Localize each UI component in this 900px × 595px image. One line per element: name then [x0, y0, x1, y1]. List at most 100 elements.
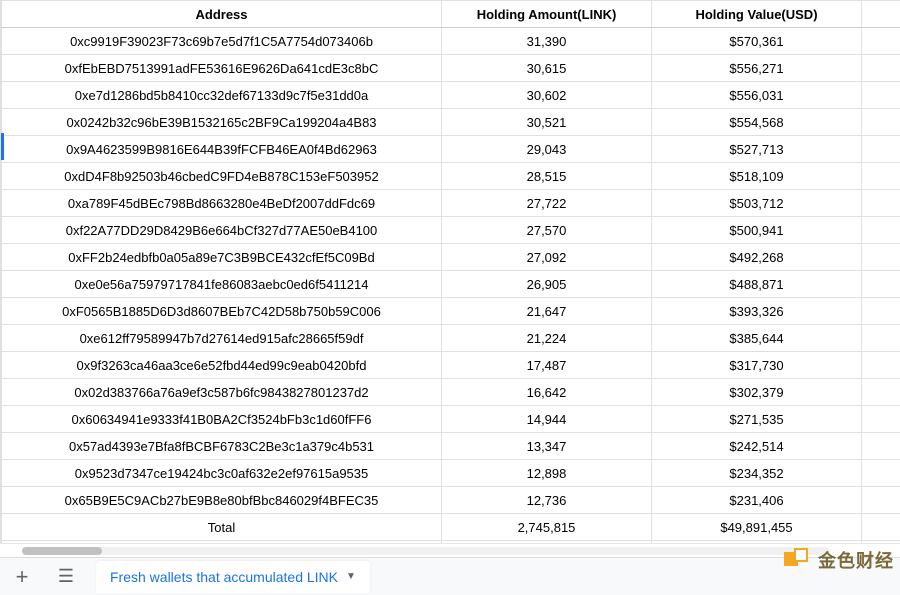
cell-amount[interactable]: 17,487 [442, 352, 652, 379]
header-value[interactable]: Holding Value(USD) [652, 1, 862, 28]
table-row[interactable]: 0xe7d1286bd5b8410cc32def67133d9c7f5e31dd… [2, 82, 900, 109]
cell-value[interactable]: $527,713 [652, 136, 862, 163]
table-row[interactable]: 0x9523d7347ce19424bc3c0af632e2ef97615a95… [2, 460, 900, 487]
cell-empty[interactable] [862, 325, 900, 352]
cell-value[interactable]: $492,268 [652, 244, 862, 271]
cell-amount[interactable]: 30,521 [442, 109, 652, 136]
cell-empty[interactable] [862, 244, 900, 271]
cell-empty[interactable] [862, 82, 900, 109]
cell-value[interactable]: $393,326 [652, 298, 862, 325]
cell-value[interactable]: $488,871 [652, 271, 862, 298]
cell-empty[interactable] [862, 433, 900, 460]
cell-empty[interactable] [862, 406, 900, 433]
cell-empty[interactable] [862, 217, 900, 244]
cell-amount[interactable]: 21,224 [442, 325, 652, 352]
cell-empty[interactable] [862, 28, 900, 55]
table-row[interactable]: 0xa789F45dBEc798Bd8663280e4BeDf2007ddFdc… [2, 190, 900, 217]
cell-amount[interactable]: 31,390 [442, 28, 652, 55]
cell-address[interactable]: 0xe612ff79589947b7d27614ed915afc28665f59… [2, 325, 442, 352]
cell-empty[interactable] [862, 298, 900, 325]
all-sheets-button[interactable]: ☰ [44, 558, 88, 595]
cell-value[interactable]: $231,406 [652, 487, 862, 514]
cell-value[interactable]: $554,568 [652, 109, 862, 136]
cell-amount[interactable]: 27,092 [442, 244, 652, 271]
cell-address[interactable]: 0xFF2b24edbfb0a05a89e7C3B9BCE432cfEf5C09… [2, 244, 442, 271]
cell-empty[interactable] [862, 136, 900, 163]
cell-address[interactable]: 0xf22A77DD29D8429B6e664bCf327d77AE50eB41… [2, 217, 442, 244]
cell-amount[interactable]: 16,642 [442, 379, 652, 406]
cell-value[interactable]: $570,361 [652, 28, 862, 55]
table-row[interactable]: 0xc9919F39023F73c69b7e5d7f1C5A7754d07340… [2, 28, 900, 55]
cell-address[interactable]: 0x57ad4393e7Bfa8fBCBF6783C2Be3c1a379c4b5… [2, 433, 442, 460]
cell-empty[interactable] [862, 460, 900, 487]
cell-empty[interactable] [862, 190, 900, 217]
cell-value[interactable]: $302,379 [652, 379, 862, 406]
scrollbar-thumb[interactable] [22, 547, 102, 555]
cell-value[interactable]: $503,712 [652, 190, 862, 217]
cell-empty[interactable] [862, 352, 900, 379]
header-address[interactable]: Address [2, 1, 442, 28]
cell-empty[interactable] [862, 109, 900, 136]
cell-value[interactable]: $385,644 [652, 325, 862, 352]
cell-address[interactable]: 0xfEbEBD7513991adFE53616E9626Da641cdE3c8… [2, 55, 442, 82]
cell-amount[interactable]: 12,736 [442, 487, 652, 514]
cell-amount[interactable]: 12,898 [442, 460, 652, 487]
table-row[interactable]: 0x57ad4393e7Bfa8fBCBF6783C2Be3c1a379c4b5… [2, 433, 900, 460]
cell-address[interactable]: 0xa789F45dBEc798Bd8663280e4BeDf2007ddFdc… [2, 190, 442, 217]
cell-empty[interactable] [862, 163, 900, 190]
cell-total-label[interactable]: Total [2, 514, 442, 541]
cell-address[interactable]: 0x9523d7347ce19424bc3c0af632e2ef97615a95… [2, 460, 442, 487]
cell-amount[interactable]: 30,615 [442, 55, 652, 82]
cell-value[interactable]: $242,514 [652, 433, 862, 460]
table-row[interactable]: 0x65B9E5C9ACb27bE9B8e80bfBbc846029f4BFEC… [2, 487, 900, 514]
cell-empty[interactable] [862, 55, 900, 82]
chevron-down-icon[interactable]: ▼ [346, 571, 356, 582]
cell-total-value[interactable]: $49,891,455 [652, 514, 862, 541]
cell-address[interactable]: 0x9A4623599B9816E644B39fFCFB46EA0f4Bd629… [2, 136, 442, 163]
table-row[interactable]: 0x9f3263ca46aa3ce6e52fbd44ed99c9eab0420b… [2, 352, 900, 379]
cell-address[interactable]: 0x9f3263ca46aa3ce6e52fbd44ed99c9eab0420b… [2, 352, 442, 379]
horizontal-scrollbar[interactable] [0, 543, 900, 557]
cell-value[interactable]: $317,730 [652, 352, 862, 379]
cell-empty[interactable] [862, 487, 900, 514]
table-row[interactable]: 0xFF2b24edbfb0a05a89e7C3B9BCE432cfEf5C09… [2, 244, 900, 271]
table-row[interactable]: 0x0242b32c96bE39B1532165c2BF9Ca199204a4B… [2, 109, 900, 136]
cell-amount[interactable]: 30,602 [442, 82, 652, 109]
cell-empty[interactable] [862, 271, 900, 298]
cell-empty[interactable] [862, 379, 900, 406]
cell-amount[interactable]: 26,905 [442, 271, 652, 298]
cell-address[interactable]: 0xe0e56a75979717841fe86083aebc0ed6f54112… [2, 271, 442, 298]
cell-amount[interactable]: 13,347 [442, 433, 652, 460]
header-empty[interactable] [862, 1, 900, 28]
data-grid[interactable]: Address Holding Amount(LINK) Holding Val… [0, 0, 900, 543]
cell-amount[interactable]: 28,515 [442, 163, 652, 190]
cell-amount[interactable]: 27,570 [442, 217, 652, 244]
table-row[interactable]: 0xe0e56a75979717841fe86083aebc0ed6f54112… [2, 271, 900, 298]
cell-value[interactable]: $556,031 [652, 82, 862, 109]
sheet-tab-active[interactable]: Fresh wallets that accumulated LINK ▼ [96, 561, 370, 593]
cell-address[interactable]: 0xF0565B1885D6D3d8607BEb7C42D58b750b59C0… [2, 298, 442, 325]
cell-amount[interactable]: 29,043 [442, 136, 652, 163]
header-amount[interactable]: Holding Amount(LINK) [442, 1, 652, 28]
table-row[interactable]: 0x60634941e9333f41B0BA2Cf3524bFb3c1d60fF… [2, 406, 900, 433]
cell-value[interactable]: $518,109 [652, 163, 862, 190]
cell-total-amount[interactable]: 2,745,815 [442, 514, 652, 541]
table-row[interactable]: 0xf22A77DD29D8429B6e664bCf327d77AE50eB41… [2, 217, 900, 244]
cell-empty[interactable] [862, 514, 900, 541]
table-row[interactable]: 0xfEbEBD7513991adFE53616E9626Da641cdE3c8… [2, 55, 900, 82]
table-row[interactable]: 0x02d383766a76a9ef3c587b6fc9843827801237… [2, 379, 900, 406]
cell-address[interactable]: 0x60634941e9333f41B0BA2Cf3524bFb3c1d60fF… [2, 406, 442, 433]
cell-address[interactable]: 0x02d383766a76a9ef3c587b6fc9843827801237… [2, 379, 442, 406]
table-row[interactable]: 0xdD4F8b92503b46cbedC9FD4eB878C153eF5039… [2, 163, 900, 190]
cell-amount[interactable]: 14,944 [442, 406, 652, 433]
cell-value[interactable]: $271,535 [652, 406, 862, 433]
add-sheet-button[interactable]: + [0, 558, 44, 595]
cell-amount[interactable]: 27,722 [442, 190, 652, 217]
table-row[interactable]: 0xF0565B1885D6D3d8607BEb7C42D58b750b59C0… [2, 298, 900, 325]
cell-address[interactable]: 0x65B9E5C9ACb27bE9B8e80bfBbc846029f4BFEC… [2, 487, 442, 514]
cell-value[interactable]: $556,271 [652, 55, 862, 82]
cell-value[interactable]: $500,941 [652, 217, 862, 244]
cell-value[interactable]: $234,352 [652, 460, 862, 487]
table-row-total[interactable]: Total2,745,815$49,891,455 [2, 514, 900, 541]
cell-address[interactable]: 0xdD4F8b92503b46cbedC9FD4eB878C153eF5039… [2, 163, 442, 190]
